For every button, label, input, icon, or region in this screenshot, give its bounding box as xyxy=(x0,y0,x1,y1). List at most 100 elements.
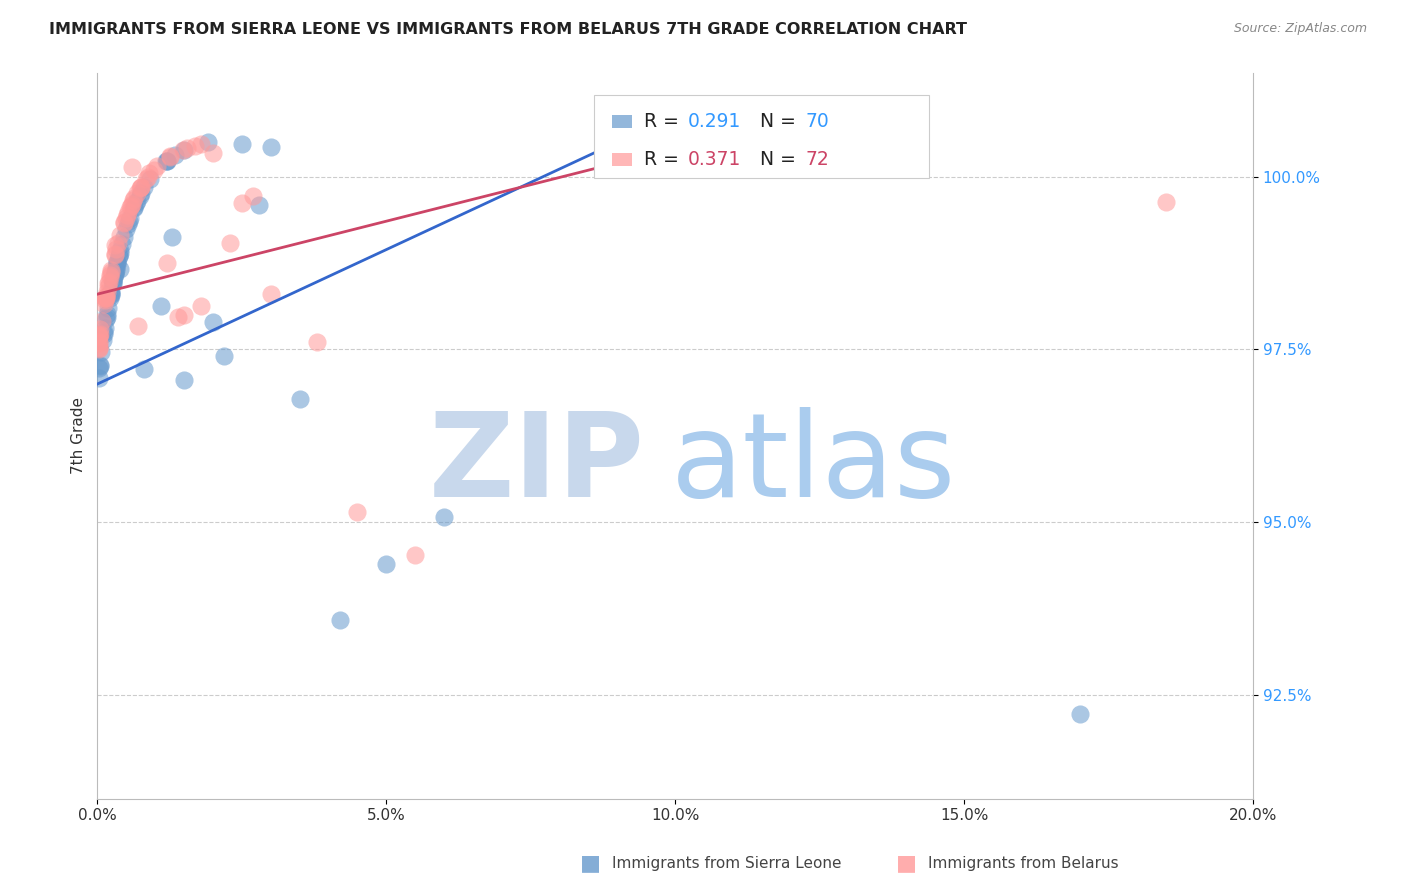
Point xyxy=(94,291,117,305)
Point xyxy=(96,310,118,324)
Point xyxy=(115,211,138,225)
Text: atlas: atlas xyxy=(671,408,956,523)
Text: IMMIGRANTS FROM SIERRA LEONE VS IMMIGRANTS FROM BELARUS 7TH GRADE CORRELATION CH: IMMIGRANTS FROM SIERRA LEONE VS IMMIGRAN… xyxy=(49,22,967,37)
Text: N =: N = xyxy=(748,151,801,169)
Point xyxy=(156,153,179,168)
Text: N =: N = xyxy=(748,112,801,131)
Point xyxy=(173,308,195,322)
Point xyxy=(121,160,143,174)
Point xyxy=(103,274,125,288)
Point xyxy=(136,169,159,184)
Point xyxy=(138,166,160,180)
Point xyxy=(124,200,146,214)
Point xyxy=(105,242,128,256)
Point xyxy=(101,276,124,290)
Point xyxy=(121,197,143,211)
Point xyxy=(125,186,148,201)
Point xyxy=(89,326,111,341)
Point xyxy=(184,138,207,153)
Point xyxy=(90,344,112,359)
Point xyxy=(173,372,195,386)
Point xyxy=(120,211,142,226)
Point xyxy=(247,197,270,211)
Point xyxy=(87,341,110,355)
Point xyxy=(156,256,179,270)
Text: ZIP: ZIP xyxy=(429,408,644,523)
Point xyxy=(125,195,148,210)
Point xyxy=(89,359,111,373)
Text: 0.371: 0.371 xyxy=(688,151,741,169)
Point xyxy=(89,361,111,376)
Point xyxy=(149,299,172,313)
Point xyxy=(127,318,149,333)
Point xyxy=(91,333,114,347)
Point xyxy=(114,215,136,229)
Point xyxy=(139,171,162,186)
Point xyxy=(100,284,122,298)
Point xyxy=(127,194,149,208)
Point xyxy=(90,314,112,328)
Point xyxy=(87,343,110,357)
Point xyxy=(107,255,129,269)
Text: R =: R = xyxy=(644,112,685,131)
Point xyxy=(1156,194,1178,209)
Point xyxy=(97,275,120,289)
Point xyxy=(98,269,121,284)
Point xyxy=(104,267,127,281)
Point xyxy=(94,291,117,305)
Point xyxy=(346,505,368,519)
Point xyxy=(120,199,142,213)
Point xyxy=(87,335,110,350)
Point xyxy=(159,150,181,164)
Point xyxy=(100,265,122,279)
Point xyxy=(96,307,118,321)
Point xyxy=(89,328,111,343)
Point xyxy=(93,297,115,311)
Point xyxy=(105,260,128,275)
Point xyxy=(214,349,236,363)
Point xyxy=(329,613,352,627)
Point xyxy=(129,180,152,194)
Point xyxy=(104,238,127,252)
Point xyxy=(104,265,127,279)
Point xyxy=(104,248,127,262)
Point xyxy=(93,327,115,342)
Point xyxy=(112,230,135,244)
Text: 70: 70 xyxy=(806,112,830,131)
Point xyxy=(433,509,456,524)
Point xyxy=(104,267,127,281)
Point xyxy=(89,322,111,336)
Point xyxy=(98,291,121,305)
Point xyxy=(117,205,139,219)
Point xyxy=(97,280,120,294)
Point xyxy=(122,194,145,208)
Point xyxy=(111,237,134,252)
Point xyxy=(129,179,152,194)
Point xyxy=(110,261,132,276)
Point xyxy=(110,244,132,258)
Point xyxy=(173,143,195,157)
Point xyxy=(115,222,138,236)
Point xyxy=(87,335,110,350)
Text: ■: ■ xyxy=(581,854,600,873)
Point xyxy=(104,263,127,277)
Point xyxy=(146,159,169,173)
Point xyxy=(100,263,122,277)
Point xyxy=(375,558,398,572)
Text: Immigrants from Sierra Leone: Immigrants from Sierra Leone xyxy=(612,856,841,871)
Point xyxy=(107,250,129,264)
Point xyxy=(288,392,311,406)
FancyBboxPatch shape xyxy=(612,115,633,128)
Point xyxy=(242,189,264,203)
Point xyxy=(124,191,146,205)
Point xyxy=(159,149,181,163)
Point xyxy=(89,359,111,374)
Point xyxy=(201,146,224,161)
Point xyxy=(107,236,129,251)
Text: 72: 72 xyxy=(806,151,830,169)
Point xyxy=(110,227,132,242)
Point xyxy=(128,189,150,203)
Text: 0.291: 0.291 xyxy=(688,112,741,131)
Point xyxy=(219,235,242,250)
Point xyxy=(87,371,110,385)
